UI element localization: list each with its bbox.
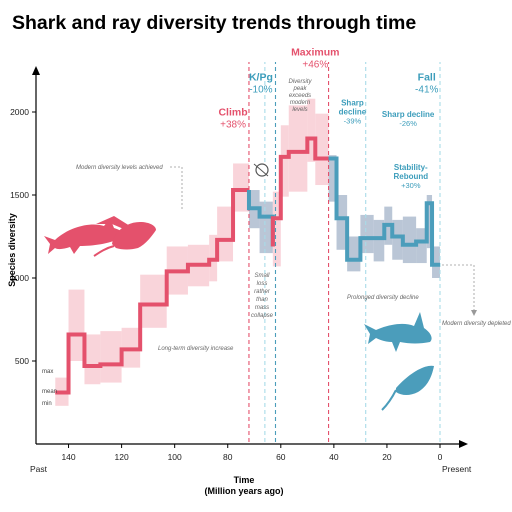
annotation-leader <box>170 166 183 210</box>
event-label: Fall <box>418 71 436 83</box>
y-axis-title: Species diversity <box>7 213 17 287</box>
annotation-peak: Diversity <box>288 79 312 85</box>
annotation-prolonged: Prolonged diversity decline <box>347 295 419 301</box>
y-tick-label: 2000 <box>10 107 29 117</box>
annotation-leader <box>442 264 475 314</box>
legend-key-min: min <box>42 401 52 407</box>
annotation-small-loss: than <box>256 297 268 303</box>
range-band <box>347 236 361 272</box>
legend-key-mean: mean <box>42 389 57 395</box>
x-tick-label: 60 <box>276 452 286 462</box>
range-band <box>432 246 440 278</box>
range-band <box>360 214 374 254</box>
range-band <box>328 155 337 202</box>
event-percent: -26% <box>399 119 417 128</box>
x-axis-arrow <box>459 440 468 448</box>
event-label: K/Pg <box>249 71 273 83</box>
x-axis-subtitle: (Million years ago) <box>204 486 283 496</box>
annotation-peak: peak <box>292 86 307 92</box>
x-tick-label: 120 <box>115 452 129 462</box>
y-tick-label: 500 <box>15 356 29 366</box>
range-band <box>217 206 234 262</box>
event-percent: +46% <box>302 60 328 71</box>
event-lines <box>248 62 441 442</box>
annotation-small-loss: loss <box>257 281 268 287</box>
event-label: decline <box>339 107 367 116</box>
event-label: Sharp decline <box>382 110 435 119</box>
x-tick-label: 80 <box>223 452 233 462</box>
annotation-small-loss: collapse <box>251 313 274 319</box>
range-band <box>280 125 289 197</box>
x-axis-title: Time <box>234 475 255 485</box>
stingray-icon <box>93 222 156 257</box>
x-tick-label: 20 <box>382 452 392 462</box>
annotation-peak: exceeds <box>289 93 311 99</box>
annotation-arrow <box>471 310 477 316</box>
chart-title: Shark and ray diversity trends through t… <box>12 12 417 34</box>
event-label: Climb <box>218 106 247 118</box>
event-label: Maximum <box>291 47 339 59</box>
event-percent: -41% <box>415 84 438 95</box>
x-tick-label: 140 <box>61 452 75 462</box>
event-percent: -10% <box>249 84 272 95</box>
annotation-long-term: Long-term diversity increase <box>158 346 234 352</box>
range-band <box>259 201 273 254</box>
range-band <box>416 228 427 264</box>
range-band <box>233 163 249 212</box>
range-band <box>402 216 417 264</box>
series-line <box>328 156 440 267</box>
axes <box>32 66 468 448</box>
event-label: Sharp <box>341 98 364 107</box>
event-percent: -39% <box>344 116 362 125</box>
annotation-small-loss: rather <box>254 289 271 295</box>
range-band <box>373 219 385 262</box>
axis-ticks: 140 120 100 80 60 40 20 0 500 1000 1500 2000 Past Pre… <box>10 107 472 474</box>
range-band <box>288 105 308 192</box>
range-band <box>315 113 329 186</box>
range-band <box>140 274 167 328</box>
x-end-label-past: Past <box>30 464 48 474</box>
hammerhead-shark-icon <box>44 216 130 254</box>
series-line <box>270 136 329 247</box>
modern-ray-icon <box>381 365 434 411</box>
y-tick-label: 1500 <box>10 190 29 200</box>
event-percent: +38% <box>220 119 246 130</box>
x-tick-label: 100 <box>168 452 182 462</box>
annotation-modern-levels: Modern diversity levels achieved <box>76 165 163 171</box>
chart-annotations: Time(Million years ago) Species diversity… <box>7 47 511 496</box>
range-band <box>84 334 101 385</box>
series-line <box>55 188 249 395</box>
range-band <box>100 331 122 383</box>
event-percent: +30% <box>401 181 421 190</box>
annotation-peak: modern <box>290 100 311 106</box>
y-axis-arrow <box>32 66 40 75</box>
range-band <box>426 195 433 249</box>
range-band <box>272 191 281 267</box>
range-band <box>307 98 316 162</box>
annotation-small-loss: mass <box>255 305 269 311</box>
annotation-peak: levels <box>292 107 307 113</box>
asteroid-icon <box>253 163 269 177</box>
range-band <box>68 289 85 361</box>
range-band <box>336 195 348 250</box>
x-tick-label: 40 <box>329 452 339 462</box>
annotation-depleted: Modern diversity depleted <box>442 321 511 327</box>
x-tick-label: 0 <box>438 452 443 462</box>
modern-shark-icon <box>364 312 432 352</box>
event-label: Stability- <box>394 163 428 172</box>
event-label: Rebound <box>393 172 428 181</box>
legend-key-max: max <box>42 369 53 375</box>
range-band <box>392 219 403 260</box>
range-bands <box>55 98 440 406</box>
y-tick-label: 1000 <box>10 273 29 283</box>
x-end-label-present: Present <box>442 464 472 474</box>
annotation-small-loss: Small <box>254 273 270 279</box>
diversity-series <box>55 136 440 395</box>
